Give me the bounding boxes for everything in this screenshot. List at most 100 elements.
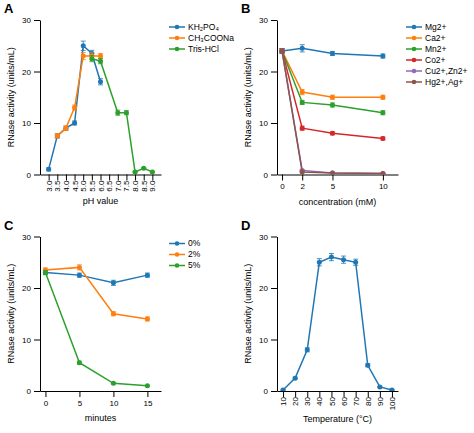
legend-marker: [175, 47, 180, 52]
legend-item: 0%: [169, 238, 201, 248]
tick-label: 5: [331, 182, 336, 191]
x-axis-title: concentration (mM): [299, 197, 377, 207]
legend-marker: [175, 25, 180, 30]
point: [72, 121, 77, 126]
point: [380, 171, 385, 175]
tick-mark: [302, 175, 303, 181]
point: [330, 170, 335, 174]
tick-label: 0: [264, 387, 269, 396]
series: [46, 41, 103, 172]
point: [280, 48, 285, 53]
legend-item: 2%: [169, 249, 201, 259]
legend: Mg2+Ca2+Mn2+Co2+Cu2+,Zn2+Hg2+,Ag+: [406, 22, 468, 87]
point: [55, 133, 60, 138]
y-axis: 0102030: [259, 233, 277, 397]
y-axis: 0 10 20 30: [259, 16, 277, 180]
tick-label: 80: [364, 396, 373, 405]
tick-mark: [368, 391, 369, 397]
series: [280, 48, 386, 174]
error-bar: [98, 79, 103, 85]
tick: 100: [388, 391, 397, 410]
legend-label: Co2+: [425, 55, 446, 65]
panel: 025100102030concentration (mM)RNase acti…: [241, 1, 468, 207]
axis-line: [40, 237, 41, 392]
point: [43, 270, 48, 275]
tick-mark: [34, 288, 40, 289]
tick-mark: [144, 175, 145, 181]
x-axis-title: Temperature (°C): [303, 414, 372, 424]
tick-mark: [271, 288, 277, 289]
tick-mark: [92, 175, 93, 181]
tick-label: 10: [379, 182, 388, 191]
plot-area: [281, 253, 395, 391]
tick-mark: [271, 237, 277, 238]
error-bar: [280, 49, 285, 53]
tick: 10: [259, 119, 277, 128]
point: [300, 169, 305, 174]
point: [43, 270, 48, 275]
error-bar: [145, 273, 150, 277]
tick-label: 0: [264, 171, 269, 180]
tick-label: 10: [109, 399, 118, 408]
error-bar: [380, 137, 385, 140]
point: [63, 126, 68, 131]
point: [77, 360, 82, 365]
error-bar: [63, 126, 68, 130]
tick-mark: [307, 391, 308, 397]
point: [317, 260, 322, 265]
tick-mark: [135, 175, 136, 181]
tick-mark: [34, 237, 40, 238]
tick-label: 100: [388, 396, 397, 410]
series: [280, 45, 386, 59]
title: A: [4, 1, 14, 16]
tick-label: 30: [259, 233, 268, 242]
tick-label: 10: [22, 336, 31, 345]
x-axis: 02510: [278, 175, 399, 192]
tick-label: 30: [22, 233, 31, 242]
point: [46, 167, 51, 172]
tick: 0: [27, 171, 40, 180]
error-bar: [380, 111, 385, 115]
tick: 20: [22, 284, 40, 293]
point: [280, 48, 285, 53]
legend-label: CH₃COONa: [188, 33, 234, 43]
tick-mark: [147, 391, 148, 397]
tick-mark: [83, 175, 84, 181]
tick-label: 70: [352, 396, 361, 405]
tick-mark: [34, 175, 40, 176]
axis-line: [277, 237, 278, 392]
error-bar: [280, 49, 285, 53]
plot-area: [46, 41, 155, 174]
tick-mark: [34, 391, 40, 392]
tick-mark: [271, 391, 277, 392]
tick-mark: [109, 175, 110, 181]
tick-label: 30: [303, 396, 312, 405]
line: [282, 51, 383, 113]
tick: 30: [259, 16, 277, 25]
legend: 0%2%5%: [169, 238, 201, 270]
point: [124, 110, 129, 115]
error-bar: [300, 90, 305, 95]
tick: 20: [259, 284, 277, 293]
point: [380, 54, 385, 59]
axis-line: [41, 391, 162, 392]
tick-mark: [356, 391, 357, 397]
legend-item: Co2+: [406, 55, 446, 65]
point: [280, 48, 285, 53]
legend-label: Mg2+: [425, 22, 447, 32]
line: [282, 48, 383, 56]
tick: 60: [340, 391, 349, 406]
tick-label: 20: [22, 68, 31, 77]
tick: 5: [78, 391, 83, 408]
point: [305, 347, 310, 352]
tick-mark: [75, 175, 76, 181]
point: [111, 311, 116, 316]
tick-label: 20: [259, 68, 268, 77]
tick-label: 0: [27, 171, 32, 180]
tick: 10: [109, 391, 118, 408]
legend-item: Mn2+: [406, 44, 447, 54]
tick-mark: [271, 20, 277, 21]
figure: 3.03.54.04.55.05.56.06.57.07.58.08.59.00…: [0, 0, 474, 433]
error-bar: [330, 103, 335, 107]
error-bar: [98, 59, 103, 64]
